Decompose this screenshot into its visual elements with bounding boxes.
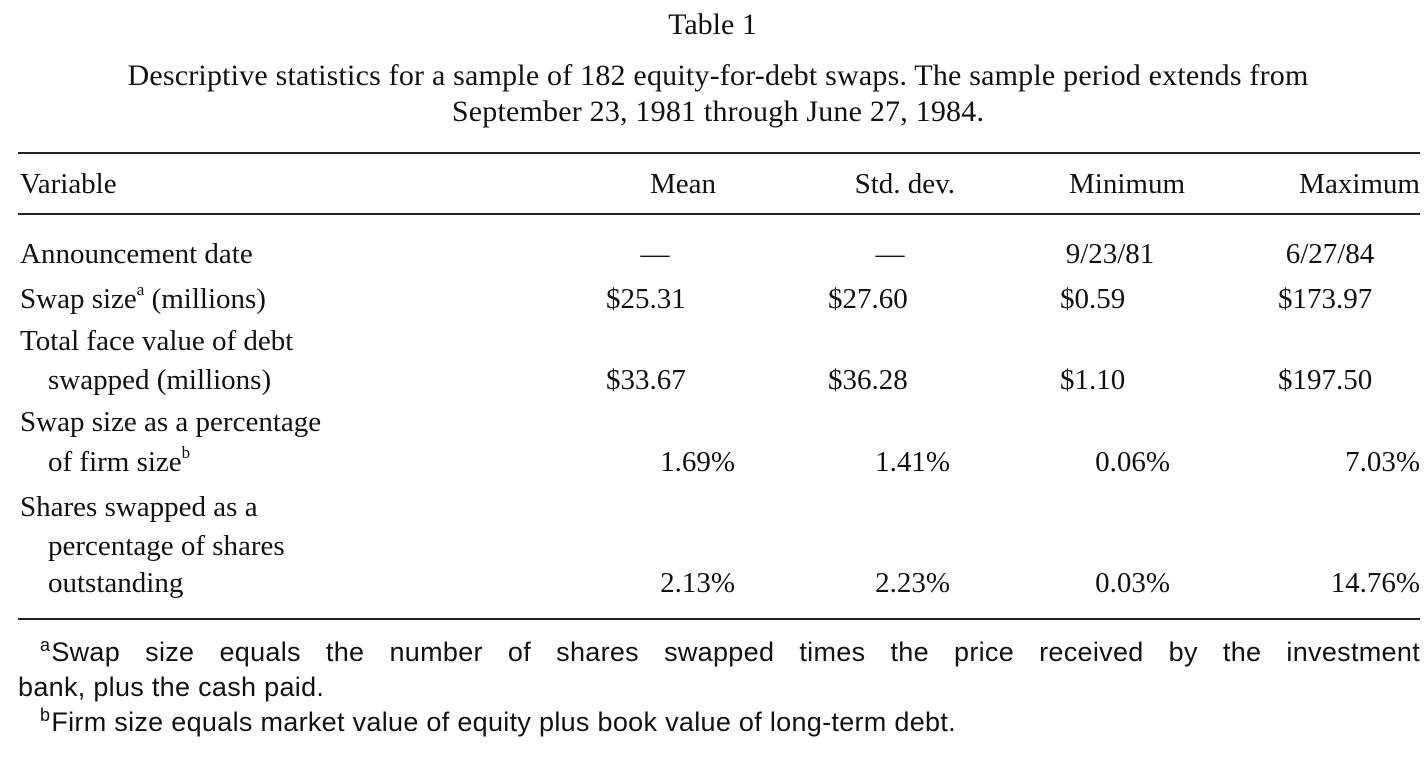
footnote-a-line-1: aSwap size equals the number of shares s… xyxy=(18,635,1420,671)
footnote-a-line-2: bank, plus the cash paid. xyxy=(18,672,325,702)
row-face-value-label-2: swapped (millions) xyxy=(48,364,272,396)
row-face-value-min: $1.10 xyxy=(1060,364,1126,396)
row-swap-pct-max: 7.03% xyxy=(1345,446,1420,478)
row-shares-pct-label-1: Shares swapped as a xyxy=(20,491,258,523)
row-swap-size-min: $0.59 xyxy=(1060,283,1126,315)
row-announcement-std: — xyxy=(875,238,905,270)
row-face-value-max: $197.50 xyxy=(1278,364,1373,396)
bottom-rule xyxy=(18,618,1420,620)
footnote-ref-b: b xyxy=(181,443,191,463)
row-swap-pct-std: 1.41% xyxy=(875,446,950,478)
row-announcement-mean: — xyxy=(640,238,670,270)
header-variable: Variable xyxy=(20,168,117,200)
row-swap-size-label: Swap sizea (millions) xyxy=(20,280,266,315)
header-minimum: Minimum xyxy=(1068,168,1185,200)
header-mean: Mean xyxy=(649,168,716,200)
caption-line-2: September 23, 1981 through June 27, 1984… xyxy=(451,95,985,128)
row-swap-pct-min: 0.06% xyxy=(1095,446,1170,478)
row-shares-pct-label-2: percentage of shares xyxy=(48,530,285,562)
header-std-dev: Std. dev. xyxy=(854,168,955,200)
footnote-b-text: Firm size equals market value of equity … xyxy=(51,707,956,737)
row-announcement-max: 6/27/84 xyxy=(1285,238,1375,270)
row-swap-size-label-main: Swap size xyxy=(20,283,137,315)
footnote-a-mark: a xyxy=(40,635,51,655)
row-swap-size-mean: $25.31 xyxy=(606,283,686,315)
row-swap-size-max: $173.97 xyxy=(1278,283,1373,315)
row-swap-pct-mean: 1.69% xyxy=(660,446,735,478)
row-swap-size-std: $27.60 xyxy=(828,283,908,315)
row-swap-pct-label-2: of firm sizeb xyxy=(48,443,191,478)
footnote-b-mark: b xyxy=(40,705,51,725)
row-face-value-std: $36.28 xyxy=(828,364,908,396)
row-face-value-mean: $33.67 xyxy=(606,364,686,396)
row-shares-pct-mean: 2.13% xyxy=(660,567,735,599)
row-swap-pct-label-2-main: of firm size xyxy=(48,446,182,478)
row-announcement-label: Announcement date xyxy=(20,238,253,270)
row-swap-size-label-rest: (millions) xyxy=(144,283,266,315)
row-shares-pct-max: 14.76% xyxy=(1330,567,1420,599)
footnote-a-text-1: Swap size equals the number of shares sw… xyxy=(51,637,1420,667)
header-rule xyxy=(18,213,1420,215)
header-maximum: Maximum xyxy=(1299,168,1420,200)
top-rule xyxy=(18,152,1420,154)
row-shares-pct-std: 2.23% xyxy=(875,567,950,599)
footnote-b: bFirm size equals market value of equity… xyxy=(18,705,1420,741)
row-face-value-label-1: Total face value of debt xyxy=(20,325,294,357)
row-swap-pct-label-1: Swap size as a percentage xyxy=(20,406,322,438)
footnote-ref-a: a xyxy=(136,280,145,300)
row-announcement-min: 9/23/81 xyxy=(1065,238,1155,270)
row-shares-pct-min: 0.03% xyxy=(1095,567,1170,599)
row-shares-pct-label-3: outstanding xyxy=(48,567,184,599)
caption-line-1: Descriptive statistics for a sample of 1… xyxy=(127,59,1309,92)
footnote-a: aSwap size equals the number of shares s… xyxy=(18,635,1420,703)
table-title: Table 1 xyxy=(668,8,757,41)
table-caption: Descriptive statistics for a sample of 1… xyxy=(18,58,1418,130)
